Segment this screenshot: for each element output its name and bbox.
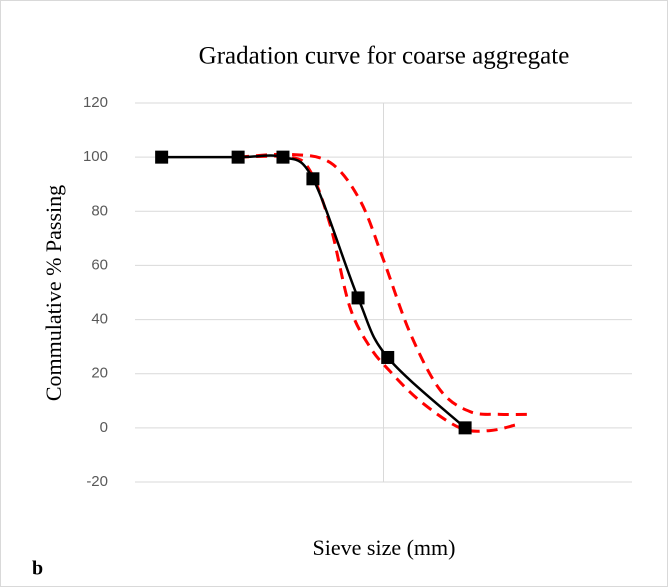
- y-tick-label: 60: [91, 256, 108, 273]
- y-tick-label: -20: [86, 473, 108, 490]
- panel-label: b: [32, 558, 43, 580]
- x-axis-label: Sieve size (mm): [313, 535, 456, 560]
- y-tick-label: 20: [91, 365, 108, 382]
- marker: [231, 150, 245, 164]
- y-tick-label: 80: [91, 202, 108, 219]
- marker: [306, 172, 320, 186]
- y-tick-label: 0: [100, 419, 108, 436]
- chart-title: Gradation curve for coarse aggregate: [199, 43, 570, 70]
- marker: [351, 291, 365, 305]
- y-tick-label: 40: [91, 311, 108, 328]
- y-axis-label: Commulative % Passing: [41, 185, 66, 401]
- marker: [155, 150, 169, 164]
- marker: [458, 421, 472, 435]
- y-tick-label: 120: [83, 94, 108, 111]
- marker: [276, 150, 290, 164]
- marker: [381, 350, 395, 364]
- y-tick-label: 100: [83, 148, 108, 165]
- series-line: [238, 152, 530, 417]
